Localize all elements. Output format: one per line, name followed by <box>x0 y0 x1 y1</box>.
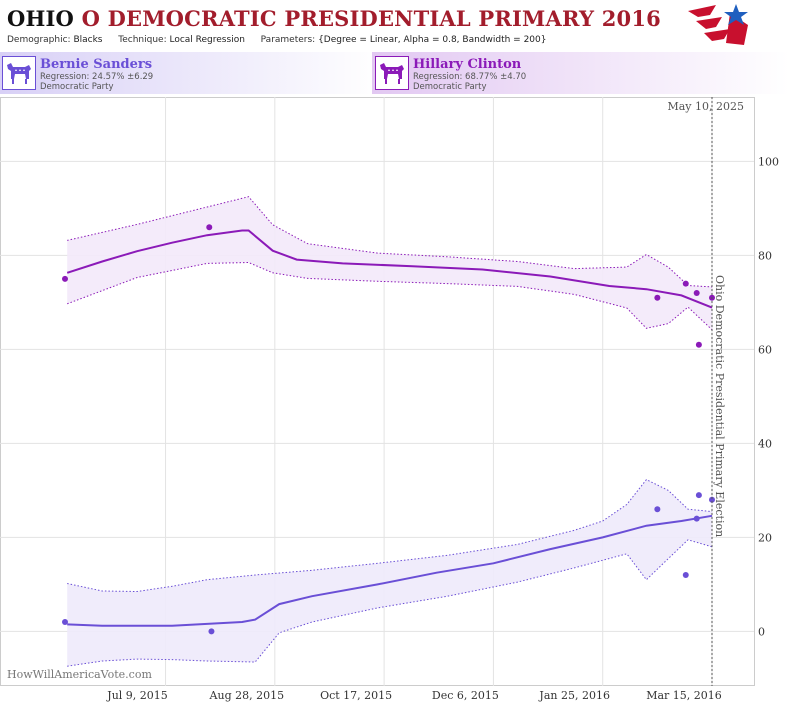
democratic-donkey-icon <box>375 56 409 90</box>
poll-point-hillary-clinton[interactable] <box>682 280 689 287</box>
confidence-band-bernie-sanders <box>67 479 712 667</box>
candidate-name: Bernie Sanders <box>40 57 153 72</box>
poll-point-bernie-sanders[interactable] <box>208 628 215 635</box>
poll-point-hillary-clinton[interactable] <box>206 224 213 231</box>
trend-line-bernie-sanders <box>67 514 713 627</box>
watermark: HowWillAmericaVote.com <box>7 668 152 681</box>
candidate-regression: Regression: 24.57% ±6.29 <box>40 72 154 82</box>
poll-point-hillary-clinton[interactable] <box>654 294 661 301</box>
candidate-regression: Regression: 68.77% ±4.70 <box>413 72 527 82</box>
current-date-label: May 10, 2025 <box>667 100 744 113</box>
x-tick-label: Aug 28, 2015 <box>209 689 285 702</box>
democratic-donkey-icon <box>2 56 36 90</box>
poll-point-hillary-clinton[interactable] <box>693 290 700 296</box>
x-tick-label: Dec 6, 2015 <box>432 689 499 702</box>
x-tick-label: Mar 15, 2016 <box>646 689 722 702</box>
regression-chart: 0 20 40 60 80 100 Jul 9, 2015 Aug 28, 2015 Oct 1… <box>0 97 779 702</box>
site-logo-icon[interactable] <box>686 3 752 49</box>
candidate-bar-background <box>0 52 789 94</box>
poll-point-bernie-sanders[interactable] <box>695 492 702 499</box>
technique-value: Local Regression <box>169 35 245 45</box>
parameters-value: {Degree = Linear, Alpha = 0.8, Bandwidth… <box>318 35 547 45</box>
y-tick-label: 20 <box>758 531 772 544</box>
poll-point-bernie-sanders[interactable] <box>654 506 661 513</box>
y-tick-label: 0 <box>758 625 765 638</box>
candidate-bar: Bernie Sanders Regression: 24.57% ±6.29 … <box>0 52 789 94</box>
x-tick-label: Oct 17, 2015 <box>320 689 392 702</box>
state-name: OHIO <box>7 6 75 31</box>
lower-bound-hillary-clinton <box>67 261 713 331</box>
election-label: Ohio Democratic Presidential Primary Ele… <box>713 275 726 537</box>
poll-point-bernie-sanders[interactable] <box>62 619 68 625</box>
poll-point-hillary-clinton[interactable] <box>695 341 702 348</box>
poll-point-bernie-sanders[interactable] <box>682 572 689 578</box>
y-tick-label: 100 <box>758 155 779 168</box>
confidence-band-hillary-clinton <box>67 196 712 330</box>
parameters-line: Demographic: Blacks Technique: Local Reg… <box>7 35 546 45</box>
technique-label: Technique: <box>118 35 167 45</box>
trend-line-hillary-clinton <box>66 229 713 309</box>
demographic-label: Demographic: <box>7 35 71 45</box>
header: OHIO O DEMOCRATIC PRESIDENTIAL PRIMARY 2… <box>0 0 789 50</box>
x-tick-label: Jul 9, 2015 <box>106 689 168 702</box>
y-tick-label: 60 <box>758 343 772 356</box>
page-title: OHIO O DEMOCRATIC PRESIDENTIAL PRIMARY 2… <box>7 6 661 31</box>
candidate-name: Hillary Clinton <box>413 57 522 72</box>
poll-point-bernie-sanders[interactable] <box>693 515 700 522</box>
election-title: O DEMOCRATIC PRESIDENTIAL PRIMARY 2016 <box>81 6 661 31</box>
y-tick-label: 80 <box>758 249 772 262</box>
x-tick-label: Jan 25, 2016 <box>538 689 610 702</box>
parameters-label: Parameters: <box>260 35 316 45</box>
poll-point-hillary-clinton[interactable] <box>62 275 68 282</box>
candidate-party: Democratic Party <box>40 82 114 92</box>
y-tick-label: 40 <box>758 437 772 450</box>
poll-point-bernie-sanders[interactable] <box>709 496 715 503</box>
upper-bound-hillary-clinton <box>67 196 713 288</box>
candidate-card-sanders[interactable]: Bernie Sanders Regression: 24.57% ±6.29 … <box>2 56 332 92</box>
candidate-card-clinton[interactable]: Hillary Clinton Regression: 68.77% ±4.70… <box>375 56 705 92</box>
candidate-party: Democratic Party <box>413 82 487 92</box>
demographic-value: Blacks <box>73 35 103 45</box>
